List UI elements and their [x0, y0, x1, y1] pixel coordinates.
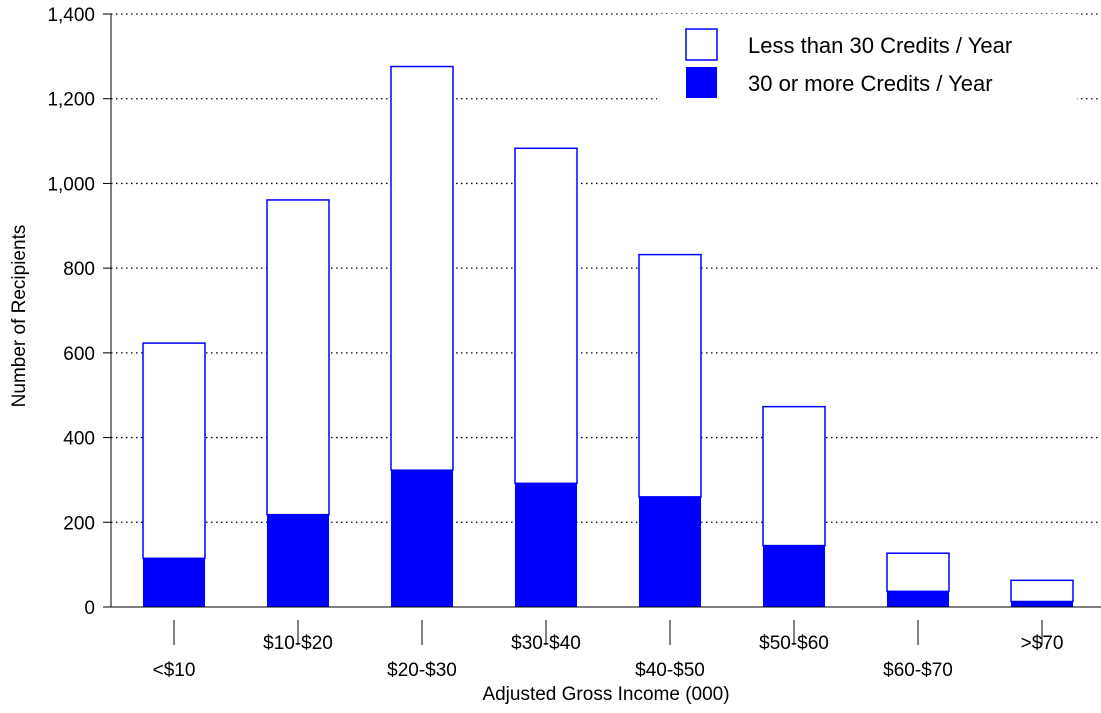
y-tick-label: 400 [63, 429, 95, 450]
x-tick-label: $50-$60 [759, 633, 829, 654]
legend: Less than 30 Credits / Year 30 or more C… [657, 14, 1077, 106]
bar-solid-segment [763, 545, 825, 607]
x-axis: <$10 $10-$20 $20-$30 $30-$40 $40-$50 $50-$60 $… [111, 606, 1101, 681]
legend-label-hollow: Less than 30 Credits / Year [748, 33, 1012, 58]
legend-swatch-solid [686, 67, 717, 98]
x-tick-label: $40-$50 [635, 660, 705, 681]
y-axis: 0 200 400 600 800 1,000 1,200 1,400 [47, 5, 112, 619]
bar-hollow-segment [638, 253, 702, 498]
legend-swatch-hollow [685, 28, 718, 61]
bar-solid-segment [391, 470, 453, 607]
x-tick-label: $60-$70 [883, 660, 953, 681]
bar-hollow-segment [390, 65, 454, 471]
bars [142, 65, 1074, 607]
bar-hollow-segment [142, 342, 206, 560]
x-tick-label: $10-$20 [263, 633, 333, 654]
y-tick-label: 200 [63, 513, 95, 534]
y-tick-label: 600 [63, 344, 95, 365]
bar-hollow-segment [762, 405, 826, 547]
x-tick-label: $30-$40 [511, 633, 581, 654]
bar-solid-segment [639, 496, 701, 607]
y-tick-label: 800 [63, 259, 95, 280]
x-tick-label: $20-$30 [387, 660, 457, 681]
bar-hollow-segment [266, 199, 330, 516]
x-tick-label: >$70 [1021, 633, 1064, 654]
legend-label-solid: 30 or more Credits / Year [748, 71, 993, 96]
x-axis-title: Adjusted Gross Income (000) [482, 684, 729, 705]
bar-solid-segment [515, 483, 577, 607]
bar-solid-segment [267, 514, 329, 607]
y-axis-title: Number of Recipients [9, 225, 30, 408]
y-tick-label: 1,000 [47, 174, 95, 195]
bar-hollow-segment [886, 552, 950, 593]
bar-solid-segment [1011, 601, 1073, 607]
legend-box [657, 14, 1077, 106]
y-tick-label: 1,200 [47, 90, 95, 111]
bar-hollow-segment [1010, 579, 1074, 603]
bar-hollow-segment [514, 147, 578, 485]
bar-solid-segment [143, 558, 205, 607]
y-tick-label: 1,400 [47, 5, 95, 26]
x-tick-label: <$10 [153, 660, 196, 681]
bar-solid-segment [887, 591, 949, 607]
y-tick-label: 0 [84, 598, 95, 619]
